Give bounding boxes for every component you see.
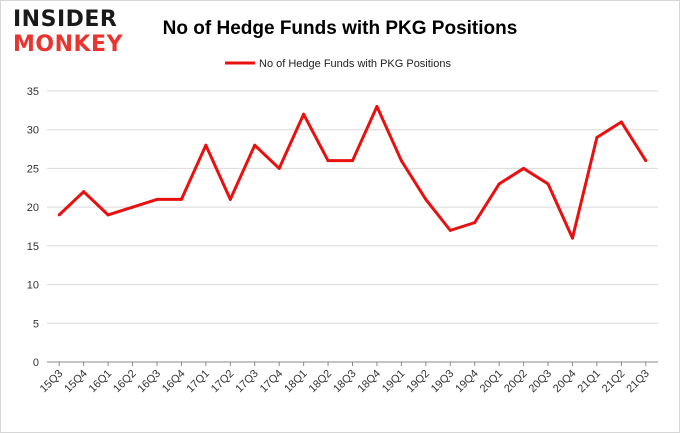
x-tick-label: 20Q2 xyxy=(502,368,530,396)
data-point xyxy=(473,221,477,225)
series xyxy=(57,104,648,240)
x-tick-label: 18Q3 xyxy=(331,368,359,396)
y-tick-label: 25 xyxy=(27,163,39,175)
data-point xyxy=(302,112,306,116)
x-axis-ticks: 15Q315Q416Q116Q216Q316Q417Q117Q217Q317Q4… xyxy=(38,362,652,395)
x-tick-label: 16Q1 xyxy=(87,368,115,396)
x-tick-label: 21Q3 xyxy=(624,368,652,396)
series-line-0 xyxy=(58,104,648,240)
legend: No of Hedge Funds with PKG Positions xyxy=(225,58,451,70)
data-point xyxy=(228,197,232,201)
data-point xyxy=(155,197,159,201)
x-tick-label: 21Q2 xyxy=(600,368,628,396)
y-tick-label: 20 xyxy=(27,202,39,214)
data-point xyxy=(57,213,61,217)
y-tick-label: 5 xyxy=(33,318,39,330)
x-tick-label: 19Q2 xyxy=(404,368,432,396)
x-tick-label: 20Q4 xyxy=(551,368,579,396)
data-point xyxy=(522,166,526,170)
logo-line-2: MONKEY xyxy=(13,32,124,57)
data-point xyxy=(448,228,452,232)
x-tick-label: 16Q2 xyxy=(111,368,139,396)
data-point xyxy=(204,143,208,147)
x-tick-label: 16Q4 xyxy=(160,368,188,396)
x-tick-label: 16Q3 xyxy=(136,368,164,396)
data-point xyxy=(570,236,574,240)
logo-line-1: INSIDER xyxy=(13,7,118,32)
x-tick-label: 18Q1 xyxy=(282,368,310,396)
x-tick-label: 19Q3 xyxy=(429,368,457,396)
data-point xyxy=(277,166,281,170)
chart-title: No of Hedge Funds with PKG Positions xyxy=(163,18,518,39)
x-tick-label: 17Q3 xyxy=(233,368,261,396)
data-point xyxy=(82,190,86,194)
data-point xyxy=(375,104,379,108)
x-tick-label: 15Q3 xyxy=(38,368,66,396)
y-tick-label: 15 xyxy=(27,241,39,253)
x-tick-label: 19Q1 xyxy=(380,368,408,396)
data-point xyxy=(546,182,550,186)
x-tick-label: 19Q4 xyxy=(453,368,481,396)
y-tick-label: 10 xyxy=(27,280,39,292)
insider-monkey-logo: INSIDER MONKEY xyxy=(13,7,131,57)
data-point xyxy=(326,159,330,163)
x-tick-label: 20Q3 xyxy=(527,368,555,396)
data-point xyxy=(644,159,648,163)
x-tick-label: 17Q2 xyxy=(209,368,237,396)
x-tick-label: 21Q1 xyxy=(575,368,603,396)
y-tick-label: 35 xyxy=(27,86,39,98)
legend-label: No of Hedge Funds with PKG Positions xyxy=(259,58,451,70)
data-point xyxy=(424,197,428,201)
y-tick-label: 30 xyxy=(27,125,39,137)
x-tick-label: 18Q4 xyxy=(356,368,384,396)
grid xyxy=(47,90,658,363)
data-point xyxy=(399,159,403,163)
y-axis-ticks: 0 5 10 15 20 25 30 35 xyxy=(27,86,39,369)
x-tick-label: 15Q4 xyxy=(62,368,90,396)
data-point xyxy=(619,120,623,124)
data-point xyxy=(179,197,183,201)
data-point xyxy=(351,159,354,163)
x-tick-label: 17Q4 xyxy=(258,368,286,396)
y-tick-label: 0 xyxy=(33,357,39,369)
data-point xyxy=(106,213,110,217)
data-point xyxy=(595,135,599,139)
data-point xyxy=(497,182,501,186)
x-tick-label: 20Q1 xyxy=(478,368,506,396)
data-point xyxy=(253,143,257,147)
x-tick-label: 17Q1 xyxy=(184,368,212,396)
data-point xyxy=(131,205,135,209)
x-tick-label: 18Q2 xyxy=(307,368,335,396)
